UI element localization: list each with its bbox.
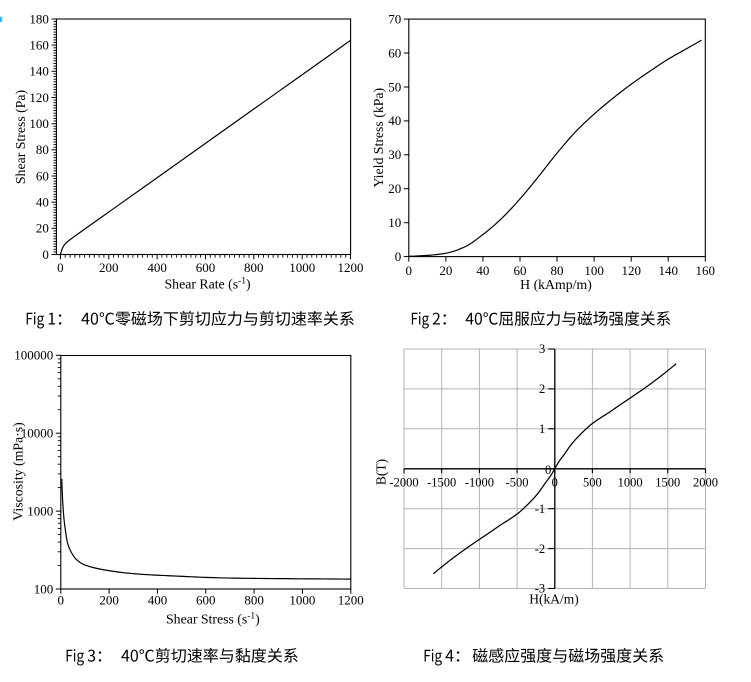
svg-text:30: 30 xyxy=(388,147,401,162)
svg-text:0: 0 xyxy=(58,593,65,608)
svg-text:0: 0 xyxy=(395,249,402,264)
svg-text:1: 1 xyxy=(539,422,545,436)
svg-text:1200: 1200 xyxy=(338,260,364,275)
svg-text:H(kA/m): H(kA/m) xyxy=(529,592,579,607)
svg-text:40: 40 xyxy=(36,195,49,210)
svg-text:70: 70 xyxy=(388,11,401,26)
svg-text:-1: -1 xyxy=(535,502,545,516)
svg-text:20: 20 xyxy=(388,181,401,196)
svg-text:500: 500 xyxy=(583,476,602,490)
svg-text:1000: 1000 xyxy=(618,476,643,490)
svg-text:1000: 1000 xyxy=(27,503,53,518)
svg-text:20: 20 xyxy=(36,221,49,236)
svg-text:0: 0 xyxy=(406,263,413,278)
svg-text:800: 800 xyxy=(244,260,264,275)
svg-text:1000: 1000 xyxy=(289,593,315,608)
svg-text:160: 160 xyxy=(29,37,49,52)
svg-text:Viscosity (mPa·s): Viscosity (mPa·s) xyxy=(10,422,26,520)
svg-text:2: 2 xyxy=(539,382,545,396)
svg-text:10000: 10000 xyxy=(21,426,54,441)
svg-text:0: 0 xyxy=(552,476,558,490)
svg-text:-1000: -1000 xyxy=(465,476,494,490)
svg-text:10: 10 xyxy=(388,215,401,230)
svg-text:-500: -500 xyxy=(506,476,529,490)
svg-text:100: 100 xyxy=(584,263,604,278)
svg-text:2000: 2000 xyxy=(693,476,718,490)
svg-text:600: 600 xyxy=(196,593,216,608)
svg-text:400: 400 xyxy=(147,260,167,275)
svg-text:-2000: -2000 xyxy=(389,476,418,490)
svg-text:Shear Stress (s-1): Shear Stress (s-1) xyxy=(166,612,260,628)
svg-text:140: 140 xyxy=(29,64,49,79)
svg-text:0: 0 xyxy=(545,463,551,477)
svg-text:160: 160 xyxy=(696,263,716,278)
svg-text:100000: 100000 xyxy=(14,348,53,363)
svg-text:800: 800 xyxy=(244,593,264,608)
svg-text:-2: -2 xyxy=(535,542,545,556)
svg-text:100: 100 xyxy=(29,116,49,131)
svg-text:B(T): B(T) xyxy=(374,459,389,485)
svg-text:120: 120 xyxy=(29,90,49,105)
svg-text:400: 400 xyxy=(148,593,168,608)
svg-text:80: 80 xyxy=(36,142,49,157)
svg-text:60: 60 xyxy=(388,45,401,60)
svg-text:60: 60 xyxy=(514,263,527,278)
svg-text:50: 50 xyxy=(388,79,401,94)
svg-text:180: 180 xyxy=(29,11,49,26)
svg-text:0: 0 xyxy=(42,247,49,262)
svg-text:20: 20 xyxy=(439,263,452,278)
svg-text:1500: 1500 xyxy=(655,476,680,490)
svg-text:3: 3 xyxy=(539,342,545,356)
svg-text:100: 100 xyxy=(34,581,54,596)
svg-text:200: 200 xyxy=(99,593,119,608)
svg-text:Shear Stress (Pa): Shear Stress (Pa) xyxy=(13,90,29,184)
svg-text:200: 200 xyxy=(99,260,119,275)
svg-text:1000: 1000 xyxy=(289,260,315,275)
svg-text:80: 80 xyxy=(551,263,564,278)
svg-text:0: 0 xyxy=(57,260,64,275)
svg-text:40: 40 xyxy=(388,113,401,128)
svg-text:-1500: -1500 xyxy=(427,476,456,490)
svg-text:600: 600 xyxy=(196,260,216,275)
svg-text:Yield Stress (kPa): Yield Stress (kPa) xyxy=(371,88,387,188)
svg-text:-3: -3 xyxy=(535,582,545,596)
svg-text:Shear Rate (s-1): Shear Rate (s-1) xyxy=(165,277,251,293)
svg-text:120: 120 xyxy=(621,263,641,278)
svg-text:H (kAmp/m): H (kAmp/m) xyxy=(520,277,592,293)
svg-text:1200: 1200 xyxy=(338,593,364,608)
svg-text:40: 40 xyxy=(476,263,489,278)
svg-text:140: 140 xyxy=(658,263,678,278)
svg-text:60: 60 xyxy=(36,168,49,183)
